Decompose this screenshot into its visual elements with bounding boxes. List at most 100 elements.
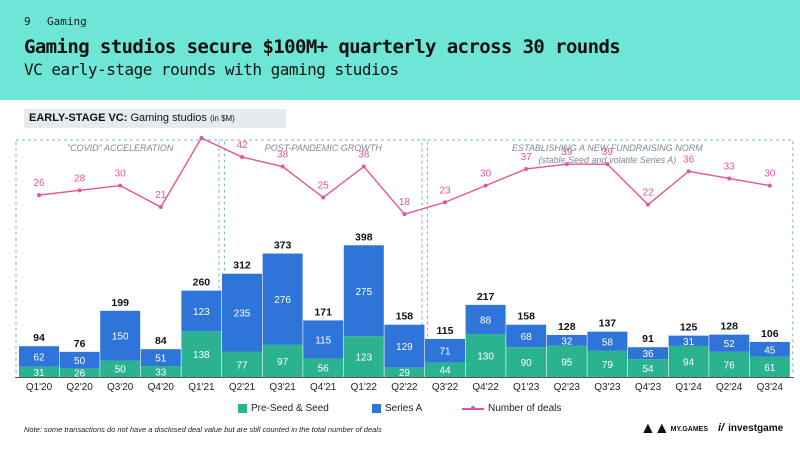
label-total-3: 84 [155, 335, 167, 347]
x-tick-7: Q4'21 [310, 382, 337, 393]
bar-series-a-3 [140, 349, 181, 367]
label-total-17: 128 [720, 321, 738, 333]
x-tick-15: Q4'23 [635, 382, 662, 393]
bar-seed-4 [181, 331, 222, 377]
bar-seed-9 [384, 367, 425, 377]
label-total-6: 373 [274, 240, 292, 252]
bar-seed-7 [303, 358, 344, 377]
chart-label-rest: Gaming studios [127, 112, 210, 124]
label-seed-3: 33 [155, 368, 167, 379]
label-total-13: 128 [558, 321, 576, 333]
header-banner: 9 Gaming Gaming studios secure $100M+ qu… [0, 0, 800, 100]
deals-label-17: 33 [724, 161, 736, 172]
deals-label-18: 30 [764, 169, 776, 180]
x-tick-3: Q4'20 [148, 382, 175, 393]
section-label: Gaming [47, 15, 87, 28]
label-series-a-1: 50 [74, 356, 86, 367]
bar-seed-10 [425, 362, 465, 377]
label-series-a-7: 115 [315, 335, 331, 346]
legend-swatch-seed [238, 404, 247, 413]
bar-series-a-8 [343, 245, 384, 337]
label-seed-13: 95 [561, 357, 573, 368]
label-series-a-10: 71 [439, 347, 451, 358]
label-seed-18: 61 [764, 363, 776, 374]
label-seed-1: 26 [74, 369, 86, 380]
bar-seed-18 [749, 356, 790, 377]
label-seed-0: 31 [33, 368, 45, 379]
label-seed-15: 54 [642, 364, 654, 375]
legend-line-deals [462, 404, 484, 413]
label-seed-6: 97 [277, 357, 289, 368]
x-tick-9: Q2'22 [391, 382, 418, 393]
bar-series-a-11 [465, 304, 506, 334]
label-total-14: 137 [599, 318, 617, 330]
x-tick-5: Q2'21 [229, 382, 256, 393]
x-tick-2: Q3'20 [107, 382, 134, 393]
page-number: 9 [24, 15, 31, 28]
deals-point-2 [118, 183, 123, 188]
label-total-7: 171 [314, 306, 332, 318]
page-title: Gaming studios secure $100M+ quarterly a… [24, 36, 621, 58]
deals-label-15: 22 [642, 188, 654, 199]
legend-item-seed: Pre-Seed & Seed [238, 403, 329, 414]
label-series-a-8: 275 [355, 287, 372, 298]
bar-series-a-17 [709, 334, 750, 352]
deals-point-0 [37, 193, 41, 198]
label-series-a-5: 235 [234, 309, 251, 320]
deals-label-4: 50 [196, 130, 208, 132]
x-tick-11: Q4'22 [472, 382, 499, 393]
label-series-a-0: 62 [33, 352, 45, 363]
bar-series-a-10 [425, 338, 465, 363]
label-seed-11: 130 [477, 351, 494, 362]
bar-seed-16 [668, 345, 709, 377]
deals-label-7: 25 [318, 181, 330, 192]
legend-item-deals: Number of deals [462, 403, 561, 414]
x-tick-1: Q2'20 [66, 382, 93, 393]
bar-series-a-12 [506, 324, 547, 348]
label-total-9: 158 [396, 311, 414, 323]
bar-seed-6 [262, 344, 303, 377]
label-seed-7: 56 [318, 364, 330, 375]
period-sublabel-2: (stable Seed and volatile Series A) [539, 155, 677, 165]
deals-point-5 [240, 155, 244, 160]
label-total-12: 158 [517, 311, 535, 323]
x-tick-4: Q1'21 [188, 382, 215, 393]
deals-label-10: 23 [439, 185, 451, 196]
deals-point-4 [199, 136, 204, 140]
mygames-logo-text: MY.GAMES [670, 425, 709, 433]
x-tick-6: Q3'21 [269, 382, 296, 393]
x-tick-0: Q1'20 [26, 382, 53, 393]
label-series-a-9: 129 [396, 342, 413, 353]
label-total-18: 106 [761, 328, 779, 340]
legend-label-series-a: Series A [385, 403, 423, 414]
bar-series-a-5 [222, 273, 262, 352]
bar-series-a-0 [19, 346, 59, 367]
label-series-a-11: 88 [480, 315, 492, 326]
bar-series-a-18 [749, 341, 790, 357]
deals-point-3 [158, 205, 163, 210]
period-label-2: ESTABLISHING A NEW FUNDRAISING NORM [512, 143, 703, 153]
label-total-15: 91 [642, 333, 654, 345]
x-tick-16: Q1'24 [675, 382, 702, 393]
investgame-logo-text: investgame [728, 422, 784, 434]
chart-legend: Pre-Seed & Seed Series A Number of deals [0, 403, 800, 417]
chart-label: EARLY-STAGE VC: Gaming studios (in $M) [24, 109, 286, 128]
legend-label-deals: Number of deals [488, 403, 562, 414]
bar-seed-5 [222, 351, 262, 377]
deals-point-13 [564, 162, 569, 167]
deals-label-8: 38 [358, 150, 370, 161]
deals-point-15 [646, 202, 650, 207]
deals-point-7 [321, 195, 326, 200]
investgame-logo: i/ investgame [718, 422, 783, 434]
label-total-5: 312 [233, 260, 251, 272]
label-total-0: 94 [33, 332, 45, 344]
footnote: Note: some transactions do not have a di… [24, 425, 382, 434]
deals-label-12: 37 [521, 152, 533, 163]
legend-swatch-series-a [372, 404, 381, 413]
label-series-a-3: 51 [155, 354, 167, 365]
label-seed-2: 50 [115, 365, 127, 376]
bar-series-a-15 [628, 347, 668, 360]
deals-point-10 [443, 200, 447, 205]
bar-seed-15 [628, 359, 668, 377]
investgame-mark-icon: i/ [718, 422, 725, 434]
